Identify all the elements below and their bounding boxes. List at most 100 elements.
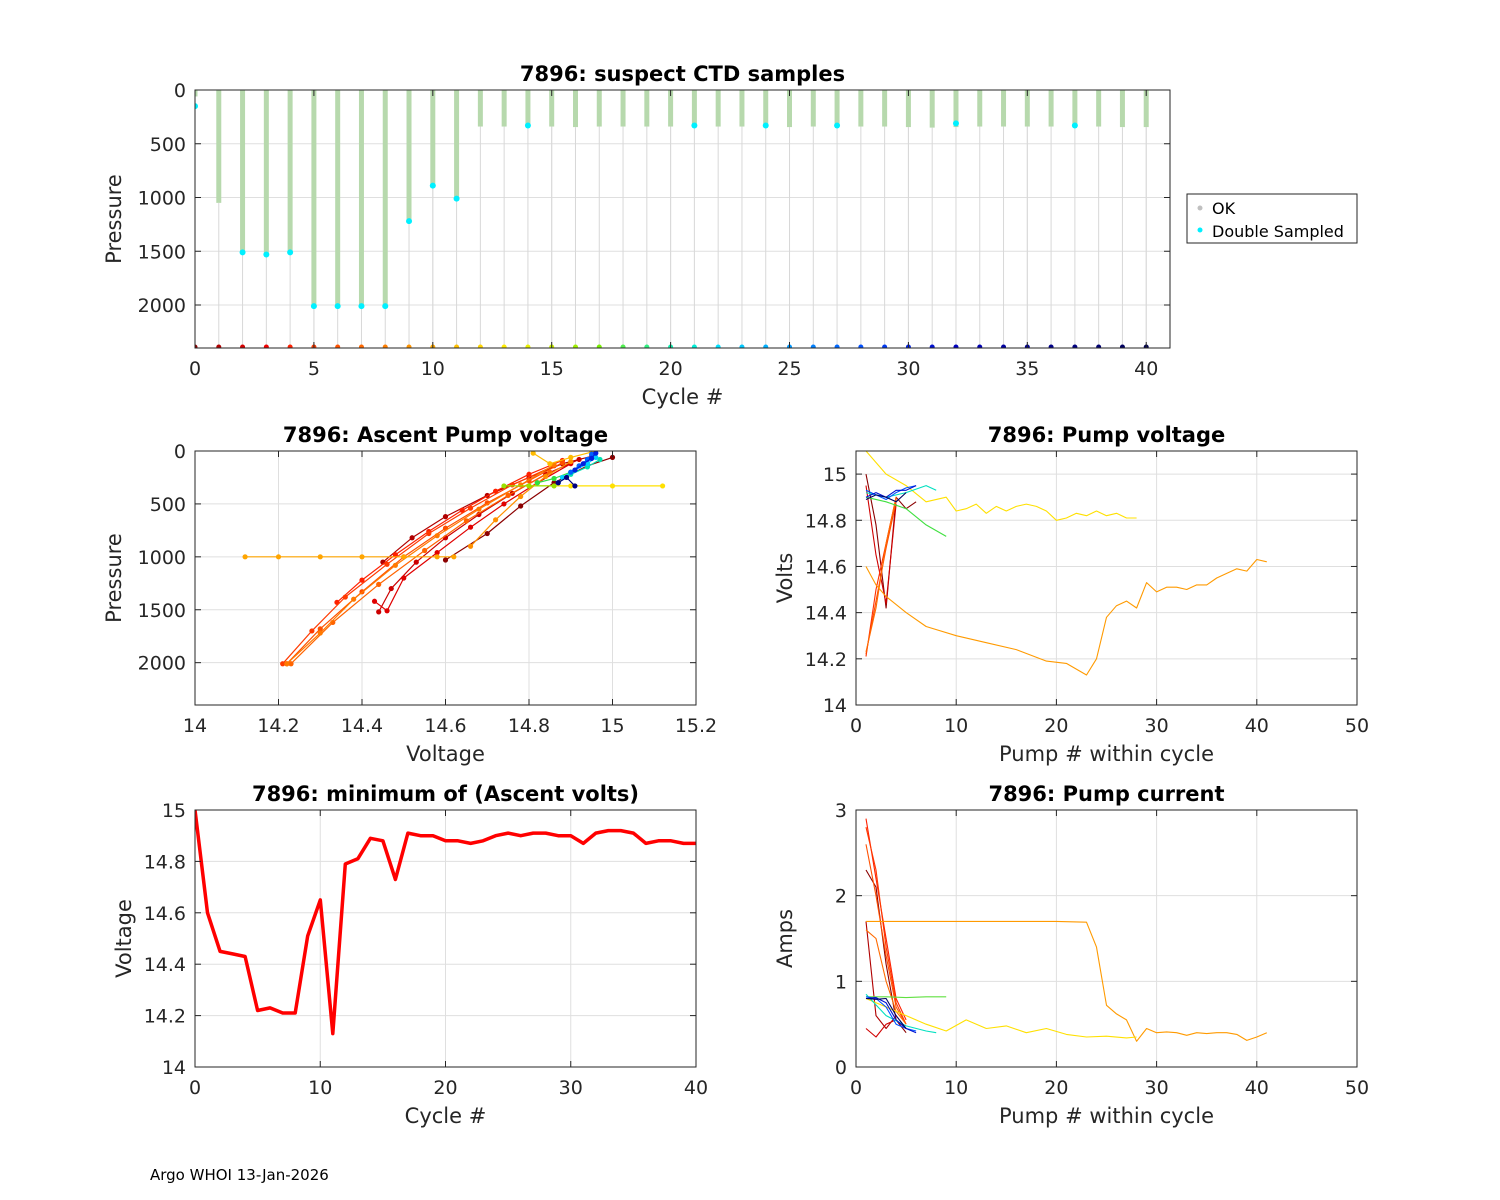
axes-frame — [855, 809, 1358, 1068]
series-line — [865, 558, 1267, 676]
series-point — [476, 511, 482, 518]
double-sampled-point — [287, 249, 294, 256]
series-point — [526, 471, 532, 477]
series-line — [865, 451, 1137, 521]
series-point — [434, 550, 440, 556]
series-point — [493, 488, 499, 494]
y-axis-label: Pressure — [102, 533, 126, 623]
axes-frame — [855, 450, 1358, 706]
series-line — [865, 997, 917, 1034]
series-point — [392, 552, 398, 558]
series-line — [866, 920, 1268, 1042]
cycle-marker — [382, 344, 388, 348]
x-tick-label: 14.4 — [341, 715, 383, 737]
series-point — [242, 554, 248, 560]
series-cycle-9 — [467, 458, 574, 549]
series-point — [401, 575, 407, 581]
series-line — [865, 485, 917, 501]
chart-title: 7896: Ascent Pump voltage — [283, 423, 608, 447]
series-cycle-10 — [242, 554, 457, 560]
cycle-marker — [216, 344, 222, 348]
plot-area — [856, 451, 1357, 705]
y-tick-label: 14 — [162, 1057, 186, 1079]
series-point — [576, 463, 582, 469]
x-tick-label: 5 — [308, 358, 320, 380]
series-point — [409, 535, 415, 541]
plot-marks — [195, 810, 696, 1036]
series-point — [422, 547, 428, 554]
chart-title: 7896: suspect CTD samples — [520, 62, 845, 86]
plot-marks — [865, 451, 1267, 676]
series-point — [401, 554, 407, 560]
cycle-marker — [287, 344, 293, 348]
y-tick-label: 14.4 — [805, 603, 847, 625]
series-point — [392, 562, 398, 568]
series-point — [505, 492, 511, 499]
legend-double-label: Double Sampled — [1212, 222, 1344, 241]
axes-frame — [194, 89, 1171, 349]
series-point — [467, 505, 474, 511]
y-tick-label: 500 — [150, 134, 186, 156]
cycle-marker — [715, 344, 721, 348]
cycle-marker — [620, 344, 626, 348]
series-point — [555, 480, 561, 486]
x-tick-label: 15 — [600, 715, 624, 737]
x-tick-label: 50 — [1345, 715, 1369, 737]
x-tick-label: 10 — [421, 358, 445, 380]
double-sampled-point — [834, 122, 841, 129]
x-tick-label: 0 — [850, 1077, 862, 1099]
double-sampled-point — [195, 103, 198, 110]
cycle-marker — [454, 344, 460, 348]
cycle-marker — [572, 344, 578, 348]
series-point — [284, 661, 290, 667]
series-point — [568, 483, 574, 489]
series-point — [568, 458, 574, 465]
series-point — [518, 493, 524, 500]
chart-pumpv: 0 10 20 30 40 50 14 14.2 14.4 14.6 14.8 15 7896: Pum… — [773, 423, 1369, 766]
x-tick-label: 40 — [1245, 715, 1269, 737]
series-point — [467, 524, 474, 530]
cycle-marker — [739, 344, 745, 348]
series-line — [866, 996, 947, 999]
x-tick-label: 0 — [850, 715, 862, 737]
series-point — [589, 455, 595, 462]
y-tick-label: 14.4 — [144, 954, 186, 976]
cycle-marker — [929, 344, 935, 348]
series-line — [865, 929, 907, 1025]
series-point — [459, 507, 465, 513]
series-point — [563, 474, 570, 481]
cycle-marker — [1119, 344, 1125, 348]
double-sampled-point — [952, 120, 959, 127]
series-point — [568, 454, 574, 460]
cycle-marker — [1096, 344, 1102, 348]
series-cycle-7 — [288, 469, 553, 667]
series-point — [576, 456, 582, 463]
double-sampled-point — [429, 182, 436, 189]
cycle-marker — [477, 344, 483, 348]
series-point — [442, 514, 449, 520]
y-tick-label: 0 — [174, 80, 186, 102]
x-tick-label: 35 — [1015, 358, 1039, 380]
series-line — [865, 492, 907, 503]
x-tick-label: 30 — [896, 358, 920, 380]
legend-box — [1186, 193, 1358, 244]
series-point — [493, 517, 499, 523]
y-tick-label: 1000 — [138, 547, 186, 569]
double-sampled-point — [382, 303, 389, 310]
x-axis-label: Cycle # — [642, 385, 724, 409]
cycle-marker — [263, 344, 269, 348]
legend-ok-marker — [1197, 205, 1203, 211]
x-tick-label: 30 — [1145, 715, 1169, 737]
plot-marks — [195, 90, 1149, 348]
cycle-marker — [1072, 344, 1078, 348]
series-point — [376, 609, 382, 615]
series-point — [543, 473, 549, 479]
x-tick-label: 10 — [944, 1077, 968, 1099]
series-point — [434, 533, 440, 539]
y-tick-label: 2000 — [138, 295, 186, 317]
series-point — [384, 608, 390, 614]
series-point — [547, 461, 553, 467]
cycle-marker — [763, 344, 769, 348]
y-tick-label: 2 — [835, 886, 847, 908]
x-tick-label: 25 — [777, 358, 801, 380]
